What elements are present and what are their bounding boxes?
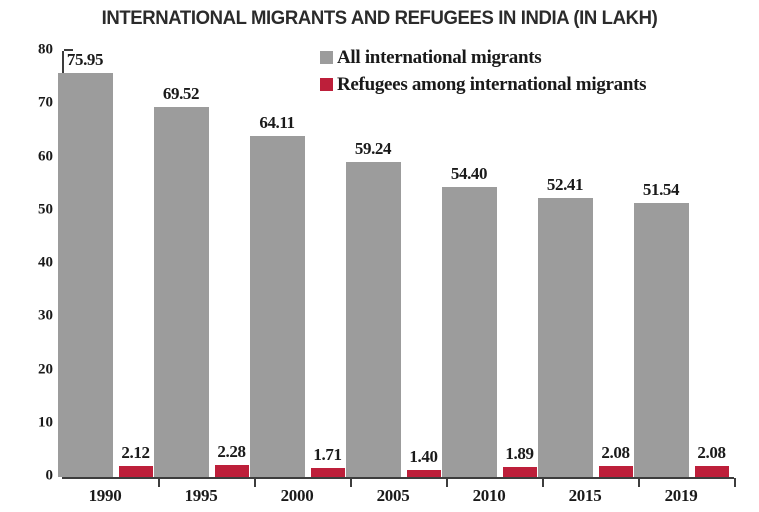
y-axis-tick-label: 20 xyxy=(38,361,53,377)
bar-refugees-among-international-migrants: 2.28 xyxy=(214,442,249,477)
bar-value-label: 51.54 xyxy=(642,179,680,199)
bar-all-international-migrants: 64.11 xyxy=(249,113,305,477)
x-axis-category-label: 1995 xyxy=(184,486,218,505)
x-axis-category-label: 2000 xyxy=(280,486,314,505)
bar-all-international-migrants: 54.40 xyxy=(441,164,497,477)
bar-value-label: 1.89 xyxy=(505,443,534,463)
y-axis-tick: 80 xyxy=(38,42,73,58)
x-axis-tick xyxy=(734,478,736,487)
bar-all-international-migrants: 75.95 xyxy=(57,50,113,477)
bar-value-label: 1.71 xyxy=(313,444,342,464)
y-axis-tick-label: 60 xyxy=(38,148,53,164)
bar-refugees-among-international-migrants: 2.12 xyxy=(118,443,153,477)
bar-all-international-migrants: 59.24 xyxy=(345,139,401,477)
y-axis-tick-label: 40 xyxy=(38,254,53,271)
y-axis-tick-label: 50 xyxy=(38,201,53,218)
legend-item-label: All international migrants xyxy=(337,46,542,68)
x-axis-category-label: 2015 xyxy=(568,486,602,505)
bar-value-label: 1.40 xyxy=(409,446,438,466)
x-axis-tick xyxy=(638,478,640,487)
x-axis-category-label: 1990 xyxy=(88,486,122,505)
bar-all-international-migrants: 51.54 xyxy=(633,180,689,477)
chart-legend: All international migrants Refugees amon… xyxy=(320,44,647,98)
bar-value-label: 52.41 xyxy=(546,174,584,194)
bar-refugees-among-international-migrants: 1.89 xyxy=(502,444,537,477)
bar-refugees-among-international-migrants: 2.08 xyxy=(598,443,633,477)
bar-refugees-among-international-migrants: 1.71 xyxy=(310,445,345,477)
x-axis-line xyxy=(62,477,734,479)
bar-value-label: 69.52 xyxy=(162,83,200,103)
chart-title: INTERNATIONAL MIGRANTS AND REFUGEES IN I… xyxy=(101,7,658,29)
x-axis-tick xyxy=(158,478,160,487)
x-axis-category-label: 2005 xyxy=(376,486,410,505)
bar-value-label: 2.28 xyxy=(217,441,246,461)
y-axis-tick-label: 0 xyxy=(45,467,54,484)
bar-value-label: 54.40 xyxy=(450,164,488,184)
bar-refugees-among-international-migrants: 1.40 xyxy=(406,447,441,477)
bar-all-international-migrants: 52.41 xyxy=(537,175,593,477)
bar-value-label: 2.12 xyxy=(121,442,150,462)
x-axis-tick xyxy=(254,478,256,487)
y-axis-tick-label: 70 xyxy=(38,94,53,111)
x-axis-tick xyxy=(446,478,448,487)
y-axis-tick-label: 10 xyxy=(38,414,53,431)
plot-area: 0 10 20 30 40 50 60 70 80 75.95 2.12 69.52 2.28 64.1… xyxy=(38,42,736,487)
bar-all-international-migrants: 69.52 xyxy=(153,84,209,477)
bar-value-label: 75.95 xyxy=(66,49,104,69)
y-axis-tick-label: 30 xyxy=(38,307,53,324)
bar-value-label: 2.08 xyxy=(697,442,726,462)
gray-square-swatch-icon xyxy=(320,51,333,64)
x-axis-category-label: 2019 xyxy=(664,486,698,505)
legend-item-label: Refugees among international migrants xyxy=(337,73,647,95)
legend-item-all-international-migrants: All international migrants xyxy=(320,44,646,71)
bar-value-label: 64.11 xyxy=(259,112,295,132)
bar-value-label: 59.24 xyxy=(354,138,392,158)
y-axis-tick-label: 80 xyxy=(38,41,53,58)
x-axis-category-label: 2010 xyxy=(472,486,506,505)
legend-item-refugees-among-international-migrants: Refugees among international migrants xyxy=(320,71,647,98)
bar-refugees-among-international-migrants: 2.08 xyxy=(694,443,729,477)
x-axis-tick xyxy=(542,478,544,487)
red-square-swatch-icon xyxy=(320,78,333,91)
bar-value-label: 2.08 xyxy=(601,442,630,462)
x-axis-tick xyxy=(350,478,352,487)
